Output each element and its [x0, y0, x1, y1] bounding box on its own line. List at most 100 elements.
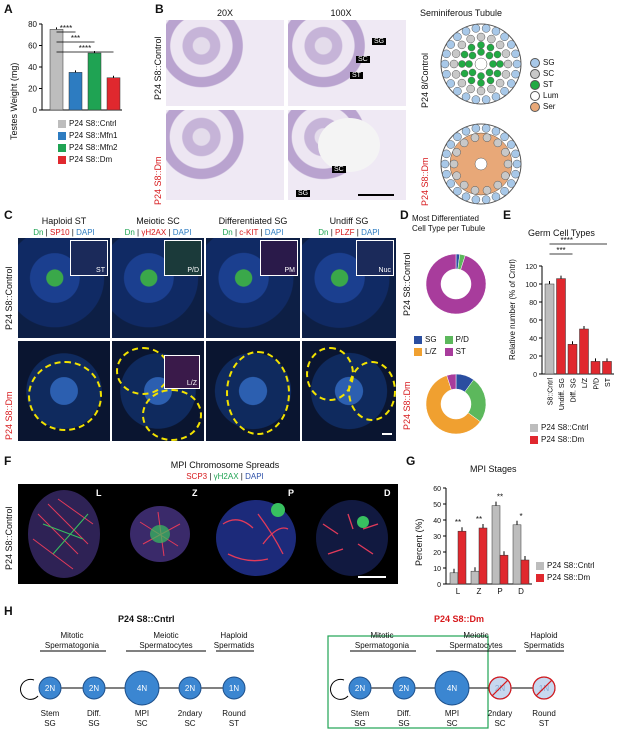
st-cell: [460, 50, 469, 59]
sg-cell: [491, 192, 501, 201]
legend-item-mfn1: P24 S8::Mfn1: [58, 130, 148, 142]
legend-st: ST: [530, 79, 559, 90]
panel-c-row-control: P24 S8::Control: [4, 266, 14, 330]
st-cell: [468, 68, 477, 77]
sg-cell: [440, 59, 450, 69]
legend-sg: SG: [530, 57, 559, 68]
col-stain-sc: Dn | γH2AX | DAPI: [124, 228, 192, 237]
panel-g-chart: 0 10 20 30 40 50 60 L ** Z ** P ** D *: [433, 486, 532, 596]
schematic-title: Seminiferous Tubule: [420, 8, 503, 18]
stage-l-label: L: [96, 488, 102, 498]
node-4: [222, 676, 246, 700]
bar-D-0: [512, 524, 522, 585]
col-20x-label: 20X: [216, 8, 233, 18]
if-sc-control: P/D: [112, 238, 204, 338]
sg-cell: [507, 40, 516, 49]
sc-cell: [501, 148, 510, 157]
col-title-usg: Undiff SG: [329, 216, 369, 226]
sc-cell: [452, 171, 461, 180]
sg-cell: [453, 132, 462, 142]
bar-Z-0: [470, 570, 480, 585]
sg-cell: [446, 79, 455, 88]
sg-cell: [491, 92, 501, 101]
sg-cell: [512, 59, 522, 69]
sg-cell: [511, 149, 520, 159]
legend-g-dm: P24 S8::Dm: [536, 572, 616, 584]
schem-dm-label: P24 S8::Dm: [420, 157, 430, 206]
panel-d-legend: SG P/D L/Z ST: [414, 334, 504, 358]
node-label: 2N: [355, 684, 365, 693]
sg-cell: [446, 179, 455, 188]
legend-sc: SC: [530, 68, 559, 79]
group-meiotic-2: Spermatocytes: [139, 641, 192, 650]
bar-1: [556, 278, 566, 375]
sc-cell: [501, 49, 511, 58]
st-cell: [465, 60, 473, 68]
sg-cell: [511, 69, 520, 79]
if-dsg-control: PM: [206, 238, 300, 338]
stage-type: SG: [398, 719, 410, 728]
schem-control-label: P24 8/Control: [420, 52, 430, 108]
inset-pm: PM: [260, 240, 298, 276]
panel-f-stains: SCP3 | γH2AX | DAPI: [186, 472, 264, 481]
bar-L-0: [449, 572, 459, 585]
group-haploid: Haploid: [220, 631, 247, 640]
sg-cell: [461, 192, 471, 201]
legend-d-lz: L/Z: [414, 346, 437, 358]
st-cell: [486, 76, 495, 85]
y-tick-label: 30: [433, 534, 441, 541]
st-cell: [467, 76, 476, 85]
sc-cell: [451, 49, 461, 58]
col-100x-label: 100X: [330, 8, 352, 18]
sig-label: **: [497, 493, 503, 502]
bar-P-0: [491, 505, 501, 585]
tubule-outline: [226, 351, 290, 435]
node-label: 2N: [399, 684, 409, 693]
node-2: [124, 670, 160, 706]
panel-d-label: D: [400, 208, 409, 222]
stage-type: SC: [446, 719, 457, 728]
panel-b-legend: SG SC ST Lum Ser: [530, 57, 559, 112]
if-st-control: ST: [18, 238, 110, 338]
st-cell: [493, 50, 502, 59]
sg-cell: [512, 159, 522, 169]
group-haploid-2: Spermatids: [524, 641, 564, 650]
bar-2: [567, 344, 578, 375]
he-20x-dm: [166, 110, 284, 200]
he-20x-control: [166, 20, 284, 106]
he-dm-label-sc: SC: [332, 166, 346, 173]
x-tick-label: D: [518, 587, 524, 596]
sg-cell: [453, 32, 462, 42]
he-100x-control: SG SC ST: [288, 20, 406, 106]
y-tick-label: 100: [525, 282, 537, 289]
sg-cell: [440, 159, 450, 169]
bar-0: [544, 283, 555, 375]
he-label-sc: SC: [356, 56, 370, 63]
sg-cell: [446, 40, 455, 49]
st-cell: [486, 43, 495, 52]
panel-c-label: C: [4, 208, 13, 222]
legend-d-st: ST: [444, 346, 466, 358]
blocked-slash: [535, 679, 553, 697]
group-mitotic-2: Spermatogonia: [355, 641, 410, 650]
sg-cell: [491, 127, 501, 136]
sig-label: ****: [60, 24, 72, 33]
node-1: [82, 676, 106, 700]
legend-ser: Ser: [530, 101, 559, 112]
st-cell: [477, 48, 485, 56]
lumen: [474, 57, 488, 71]
group-meiotic: Meiotic: [153, 631, 178, 640]
y-tick-label: 60: [433, 486, 441, 493]
legend-d-sg: SG: [414, 334, 437, 346]
inset-lz: L/Z: [164, 355, 200, 389]
bar-5: [602, 361, 612, 375]
sg-cell: [453, 186, 462, 196]
col-stain-usg: Dn | PLZF | DAPI: [318, 228, 380, 237]
he-lumen: [318, 118, 380, 172]
panel-e-legend: P24 S8::Cntrl P24 S8::Dm: [530, 422, 617, 446]
sig-label: ****: [79, 44, 91, 53]
sg-cell: [471, 95, 481, 104]
sig-label: **: [476, 515, 482, 524]
node-3: [178, 676, 202, 700]
stage-type: SC: [184, 719, 195, 728]
